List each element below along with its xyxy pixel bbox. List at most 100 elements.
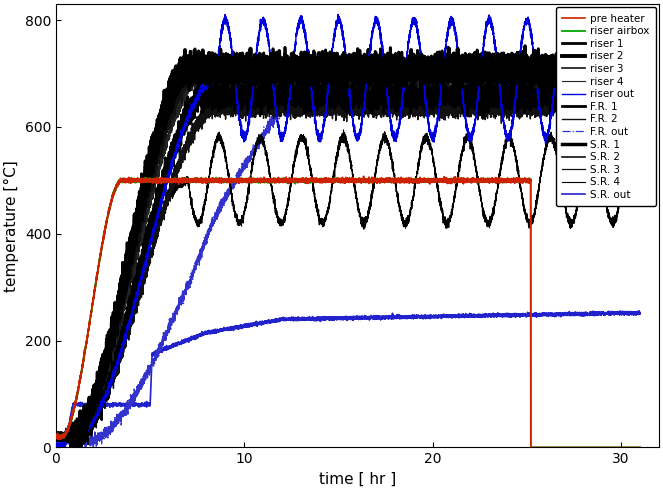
Line: riser 3: riser 3 — [56, 56, 640, 450]
F.R. 2 — [485, 106, 493, 111]
F.R. out — [636, 100, 644, 106]
S.R. 2 — [423, 67, 431, 73]
S.R. out — [516, 312, 524, 318]
S.R. 4 — [70, 438, 78, 444]
riser 1 — [74, 447, 82, 453]
S.R. 4 — [636, 152, 644, 158]
riser airbox — [212, 175, 220, 181]
riser 1 — [423, 76, 431, 82]
S.R. 1 — [423, 64, 431, 70]
riser airbox — [52, 434, 60, 440]
S.R. 4 — [339, 127, 347, 133]
riser 3 — [636, 64, 644, 70]
riser 3 — [52, 434, 60, 440]
S.R. 3 — [82, 424, 90, 430]
Line: riser 2: riser 2 — [56, 49, 640, 447]
F.R. 2 — [52, 433, 60, 439]
F.R. 2 — [263, 98, 271, 104]
riser 1 — [636, 68, 644, 74]
S.R. 4 — [82, 422, 90, 428]
riser 4 — [485, 80, 493, 86]
pre heater — [263, 177, 271, 183]
S.R. 3 — [52, 433, 60, 438]
riser 4 — [82, 425, 90, 431]
riser 4 — [67, 443, 75, 449]
S.R. out — [423, 314, 431, 320]
riser airbox — [527, 444, 535, 450]
pre heater — [52, 434, 60, 440]
F.R. 1 — [516, 90, 524, 96]
S.R. out — [636, 310, 644, 316]
riser 3 — [263, 67, 271, 73]
F.R. out — [511, 91, 518, 97]
riser 4 — [263, 73, 271, 79]
riser 3 — [585, 53, 593, 59]
riser 2 — [636, 67, 644, 73]
riser 4 — [398, 76, 406, 82]
F.R. 1 — [398, 95, 406, 101]
F.R. out — [423, 98, 431, 104]
S.R. 1 — [263, 64, 271, 70]
riser 1 — [82, 416, 90, 422]
Legend: pre heater, riser airbox, riser 1, riser 2, riser 3, riser 4, riser out, F.R. 1,: pre heater, riser airbox, riser 1, riser… — [556, 7, 656, 206]
S.R. 1 — [52, 435, 60, 440]
Line: F.R. 1: F.R. 1 — [56, 73, 640, 448]
riser out — [82, 425, 90, 431]
S.R. 3 — [636, 72, 644, 78]
riser 1 — [609, 44, 617, 50]
S.R. 3 — [398, 75, 406, 81]
riser 2 — [264, 60, 272, 66]
riser 3 — [68, 447, 76, 453]
S.R. out — [635, 308, 643, 314]
F.R. out — [263, 126, 271, 132]
riser 1 — [52, 434, 60, 440]
S.R. 4 — [398, 215, 406, 221]
Line: S.R. 3: S.R. 3 — [56, 63, 640, 443]
S.R. 3 — [68, 440, 76, 446]
F.R. out — [82, 438, 90, 444]
S.R. out — [398, 315, 406, 321]
riser 1 — [485, 60, 493, 66]
F.R. out — [485, 103, 493, 109]
F.R. out — [52, 439, 60, 445]
riser 1 — [398, 71, 406, 77]
F.R. 2 — [398, 99, 406, 105]
S.R. 3 — [263, 71, 271, 77]
pre heater — [485, 179, 493, 185]
riser 3 — [82, 423, 90, 429]
S.R. 1 — [67, 449, 75, 455]
S.R. 1 — [485, 70, 493, 76]
Y-axis label: temperature [°C]: temperature [°C] — [4, 160, 19, 292]
pre heater — [636, 444, 644, 450]
S.R. 4 — [485, 222, 493, 228]
pre heater — [516, 178, 524, 184]
S.R. out — [82, 403, 90, 409]
S.R. 3 — [485, 72, 493, 78]
Line: S.R. 4: S.R. 4 — [56, 130, 640, 441]
riser airbox — [485, 176, 493, 182]
pre heater — [398, 177, 406, 183]
riser 3 — [516, 74, 524, 80]
S.R. 2 — [485, 73, 493, 79]
F.R. 2 — [636, 104, 644, 109]
riser 4 — [516, 78, 524, 83]
S.R. 4 — [263, 158, 271, 164]
S.R. out — [54, 443, 62, 449]
Line: riser 1: riser 1 — [56, 47, 640, 450]
F.R. 2 — [423, 105, 431, 111]
riser 3 — [485, 70, 493, 76]
riser 2 — [485, 67, 493, 73]
riser 2 — [82, 418, 90, 424]
Line: F.R. 2: F.R. 2 — [56, 94, 640, 445]
F.R. out — [516, 100, 524, 106]
riser out — [263, 33, 271, 39]
riser airbox — [516, 177, 524, 183]
riser 2 — [70, 444, 78, 450]
F.R. 2 — [82, 428, 90, 434]
riser out — [53, 444, 61, 450]
Line: riser 4: riser 4 — [56, 65, 640, 446]
Line: pre heater: pre heater — [56, 176, 640, 447]
S.R. 2 — [636, 69, 644, 75]
riser 1 — [516, 64, 524, 70]
riser 3 — [398, 72, 406, 78]
